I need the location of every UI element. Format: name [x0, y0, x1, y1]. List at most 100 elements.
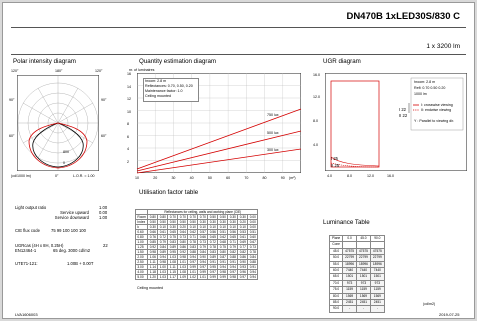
ugr-legend-line: II: endwise viewing [421, 108, 452, 112]
ugr-chart [325, 73, 467, 172]
ute-value: 1.00B + 0.00T [67, 261, 94, 266]
luminance-value: - [356, 305, 371, 313]
utilisation-title: Utilisation factor table [139, 189, 199, 196]
ugr-cas-label: UGRcas (4H x 8H, 0.25H) [15, 243, 64, 248]
ugr-curve [330, 162, 380, 168]
luminance-angle: 70.0 [328, 279, 344, 288]
luminance-angle: 50.0 [328, 254, 344, 262]
quantity-line [136, 148, 302, 174]
quantity-x-tick: 90 [280, 176, 285, 180]
utilisation-value: 1.02 [187, 274, 199, 280]
service-downward-value: 1.00 [99, 215, 108, 220]
lor-value: 1.00 [99, 205, 108, 210]
utilisation-value: 0.99 [207, 274, 219, 280]
polar-title: Polar intensity diagram [13, 58, 76, 65]
ugr-title: UGR diagram [323, 58, 361, 65]
ugr-marker: I 22 [399, 107, 406, 112]
utilisation-value: 1.09 [177, 274, 189, 280]
ugr-x-tick: 16.0 [387, 174, 394, 178]
en12464-label: EN12464-1 [15, 248, 37, 253]
quantity-grid [137, 73, 301, 173]
luminance-angle: 60.0 [328, 266, 344, 275]
quantity-title: Quantity estimation diagram [139, 58, 217, 65]
ugr-room-outline [330, 80, 380, 168]
quantity-info-line: Reflectances: 0.70, 0.50, 0.20 [145, 84, 193, 88]
ugr-legend-line: 1000 lm [414, 92, 427, 96]
quantity-x-tick: 60 [226, 176, 231, 180]
quantity-x-tick: 30 [171, 176, 176, 180]
luminance-unit: (cd/m2) [423, 302, 436, 306]
cie-value: 75 99 100 100 100 [51, 228, 86, 233]
quantity-y-tick: 16 [127, 72, 131, 76]
polar-angle-label: 60° [9, 134, 15, 138]
utilisation-room-index: 5.00 [134, 274, 149, 280]
luminance-value: 1501 [369, 273, 385, 281]
quantity-x-tick: 40 [189, 176, 194, 180]
quantity-x-tick: 10 [135, 176, 139, 180]
product-title: DN470B 1xLED30S/830 C [346, 11, 460, 22]
polar-zero-angle: 0° [55, 174, 59, 178]
ugr-legend-box [410, 77, 464, 131]
lor-label: Light output ratio [15, 205, 47, 210]
luminance-angle: 75.0 [328, 286, 344, 294]
quantity-chart [136, 73, 302, 174]
service-upward-value: 0.00 [99, 210, 108, 215]
lumen-package: 1 x 3200 lm [426, 43, 460, 50]
luminance-value: 7440 [369, 266, 385, 275]
quantity-y-tick: 14 [127, 84, 131, 89]
quantity-y-label: nr. of luminaires [129, 68, 155, 72]
quantity-lines [136, 108, 302, 174]
quantity-line-label: 750 lux [267, 113, 279, 117]
utilisation-value: 0.98 [227, 274, 239, 280]
ugr-x-tick: 12.0 [367, 174, 374, 178]
section-divider [11, 54, 466, 55]
utilisation-value: 1.17 [167, 274, 179, 280]
polar-ring-value: 800 [63, 150, 69, 154]
polar-angle-label: 120° [95, 69, 103, 73]
luminance-angle: 55.0 [328, 260, 344, 269]
service-upward-label: Service upward [60, 210, 89, 215]
luminance-cone-label: Cone [328, 241, 344, 249]
luminance-header: 90.0 [369, 234, 385, 243]
ugr-marker: II 22 [399, 113, 408, 118]
luminance-angle: 90.0 [328, 305, 344, 313]
luminance-angle: 80.0 [328, 292, 344, 301]
ugr-y-tick: 8.0 [313, 119, 318, 123]
quantity-info-box [143, 78, 199, 102]
quantity-line [136, 130, 302, 172]
quantity-line-label: 500 lux [267, 131, 279, 135]
polar-angle-label: 120° [11, 69, 19, 73]
document-code: LVA1606003 [15, 312, 38, 317]
utilisation-value: 1.03 [157, 274, 169, 280]
ugr-x-tick: 4.0 [327, 174, 332, 178]
ugr-legend-line: Y : Parallel to viewing dir. [414, 119, 455, 123]
luminance-angle: 45.0 [328, 247, 344, 256]
document-date: 2019-07-25 [439, 312, 460, 317]
quantity-y-tick: 4 [127, 147, 129, 151]
polar-angle-label: 180° [55, 69, 63, 73]
luminance-value: 1569 [369, 292, 385, 301]
quantity-x-unit: (m²) [289, 176, 296, 180]
luminance-value: 973 [369, 279, 385, 288]
polar-angle-label: 90° [9, 98, 15, 102]
utilisation-value: 0.99 [217, 274, 229, 280]
luminance-header-blank [369, 241, 385, 249]
luminance-value: 47575 [369, 247, 385, 256]
quantity-info-line: Ceiling mounted [145, 94, 171, 98]
polar-curve-c90 [28, 122, 88, 169]
quantity-info-line: hroom: 2.8 m [145, 79, 167, 83]
ugr-y-tick: 12.0 [313, 95, 320, 99]
polar-frame [17, 75, 100, 172]
quantity-y-tick: 2 [127, 159, 129, 164]
quantity-x-tick: 80 [262, 176, 267, 180]
luminance-value: 2451 [369, 299, 385, 307]
polar-unit: (cd/1000 lm) [11, 174, 31, 178]
ute-label: UTE71-121: [15, 261, 38, 266]
header-divider [11, 27, 466, 28]
quantity-info-line: Maintenance factor: 1.0 [145, 89, 183, 93]
datasheet: DN470B 1xLED30S/830 C 1 x 3200 lm Polar … [2, 2, 475, 319]
polar-ring-value: 0 [63, 161, 65, 165]
quantity-x-tick: 70 [244, 176, 249, 180]
utilisation-footer: Ceiling mounted [137, 286, 163, 290]
polar-angle-label: 60° [101, 134, 107, 138]
